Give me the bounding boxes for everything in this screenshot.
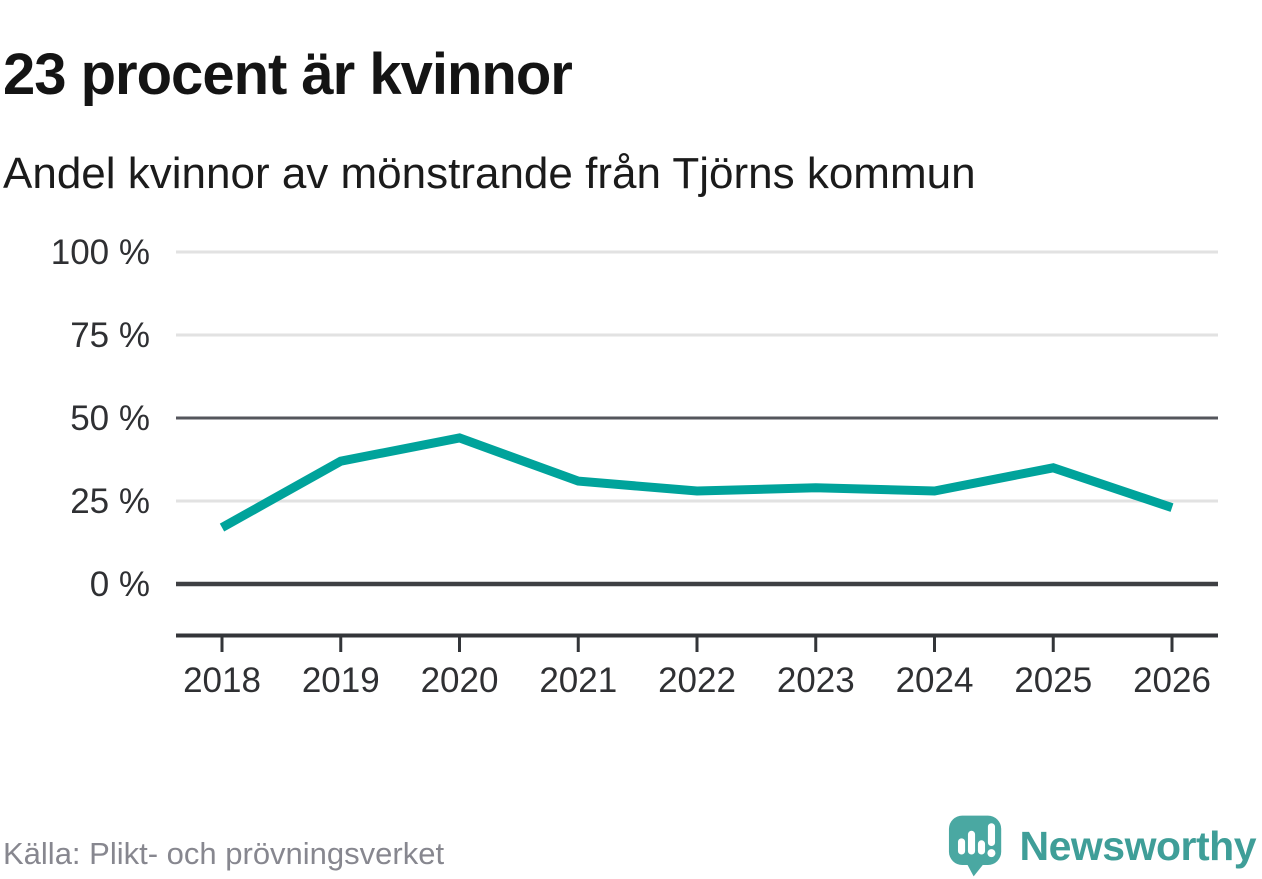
newsworthy-logo-icon — [948, 815, 1001, 877]
x-axis-tick-label: 2019 — [302, 661, 380, 700]
source-note: Källa: Plikt- och prövningsverket — [3, 836, 445, 871]
x-axis-tick-label: 2022 — [658, 661, 736, 700]
chart-title: 23 procent är kvinnor — [3, 41, 573, 107]
data-line-series — [219, 433, 1174, 532]
y-axis-tick-label: 75 % — [70, 316, 150, 355]
newsworthy-logo: Newsworthy — [948, 814, 1257, 878]
x-axis-tick-label: 2021 — [539, 661, 617, 700]
newsworthy-wordmark: Newsworthy — [1019, 822, 1257, 869]
x-axis-tick-label: 2023 — [777, 661, 855, 700]
chart-subtitle: Andel kvinnor av mönstrande från Tjörns … — [3, 149, 976, 198]
y-axis-tick-label: 50 % — [70, 399, 150, 438]
y-axis-tick-label: 100 % — [51, 233, 150, 272]
x-axis-tick-label: 2018 — [183, 661, 261, 700]
y-axis-tick-label: 0 % — [90, 565, 150, 604]
x-axis-tick-label: 2026 — [1133, 661, 1211, 700]
line-chart: 0 % 25 % 50 % 75 % 100 % 2018 2019 2020 2021 2022… — [51, 233, 1218, 700]
y-axis-tick-label: 25 % — [70, 482, 150, 521]
x-axis-tick-label: 2025 — [1014, 661, 1092, 700]
x-axis-tick-label: 2024 — [896, 661, 974, 700]
x-axis-tick-label: 2020 — [421, 661, 499, 700]
